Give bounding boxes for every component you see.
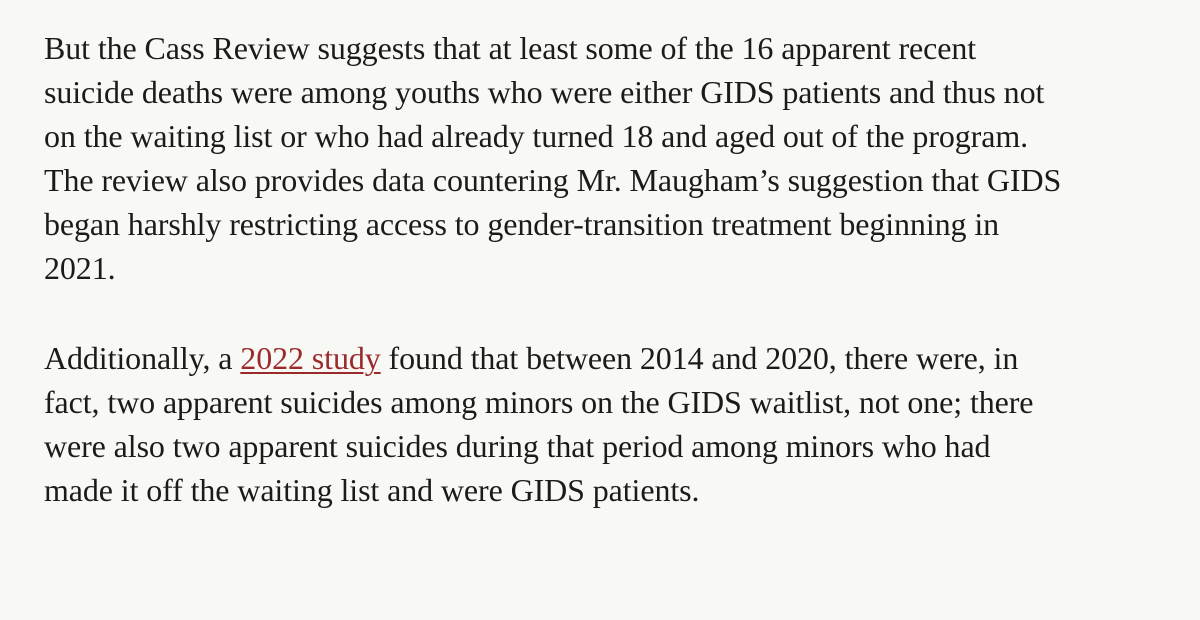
paragraph-line: began harshly restricting access to gend…	[44, 206, 1000, 242]
paragraph-line: 2021.	[44, 250, 116, 286]
paragraph-line: suicide deaths were among youths who wer…	[44, 74, 1045, 110]
paragraph-line-with-link: Additionally, a 2022 study found that be…	[44, 336, 1174, 380]
paragraph-line: But the Cass Review suggests that at lea…	[44, 30, 977, 66]
paragraph-line: The review also provides data countering…	[44, 162, 1062, 198]
paragraph-line: made it off the waiting list and were GI…	[44, 472, 700, 508]
article-body: But the Cass Review suggests that at lea…	[44, 26, 1174, 512]
paragraph-2022-study: Additionally, a 2022 study found that be…	[44, 336, 1174, 512]
link-suffix-text: found that between 2014 and 2020, there …	[380, 340, 1019, 376]
study-2022-link[interactable]: 2022 study	[240, 340, 381, 376]
paragraph-cass-review: But the Cass Review suggests that at lea…	[44, 26, 1174, 290]
link-prefix-text: Additionally, a	[44, 340, 241, 376]
paragraph-line: fact, two apparent suicides among minors…	[44, 384, 1034, 420]
paragraph-line: on the waiting list or who had already t…	[44, 118, 1029, 154]
paragraph-line: were also two apparent suicides during t…	[44, 428, 991, 464]
